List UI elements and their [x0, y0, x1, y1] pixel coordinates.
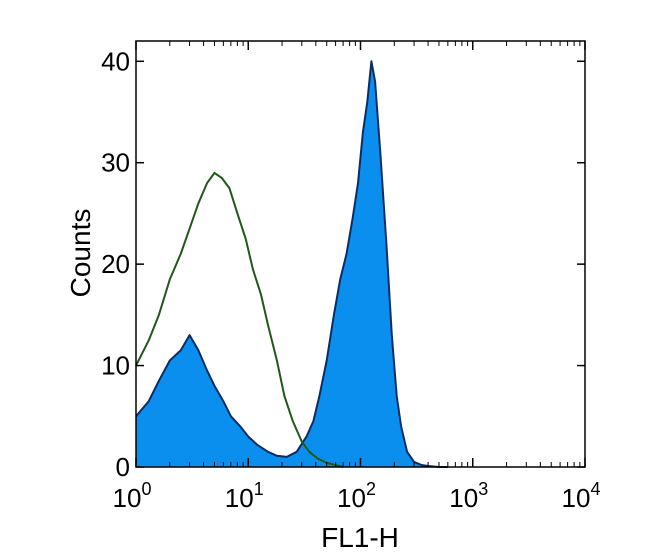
x-tick-label: 101	[225, 479, 264, 513]
x-tick-label: 102	[337, 479, 376, 513]
x-axis-title: FL1-H	[321, 522, 399, 553]
x-tick-label: 100	[113, 479, 152, 513]
filled-histogram-area	[136, 61, 448, 468]
y-tick-label: 20	[101, 249, 130, 279]
y-tick-label: 40	[101, 46, 130, 76]
y-tick-label: 10	[101, 351, 130, 381]
control-histogram-line	[135, 171, 344, 468]
filled-histogram-outline	[135, 60, 448, 468]
series-layer	[135, 60, 448, 468]
y-tick-label: 0	[116, 452, 130, 482]
y-tick-label: 30	[101, 148, 130, 178]
x-tick-label: 104	[562, 479, 601, 513]
y-axis-title: Counts	[65, 209, 96, 298]
x-tick-label: 103	[449, 479, 488, 513]
axes-layer: 0 10 20 30 40 100 101 102 103 104	[101, 40, 601, 513]
